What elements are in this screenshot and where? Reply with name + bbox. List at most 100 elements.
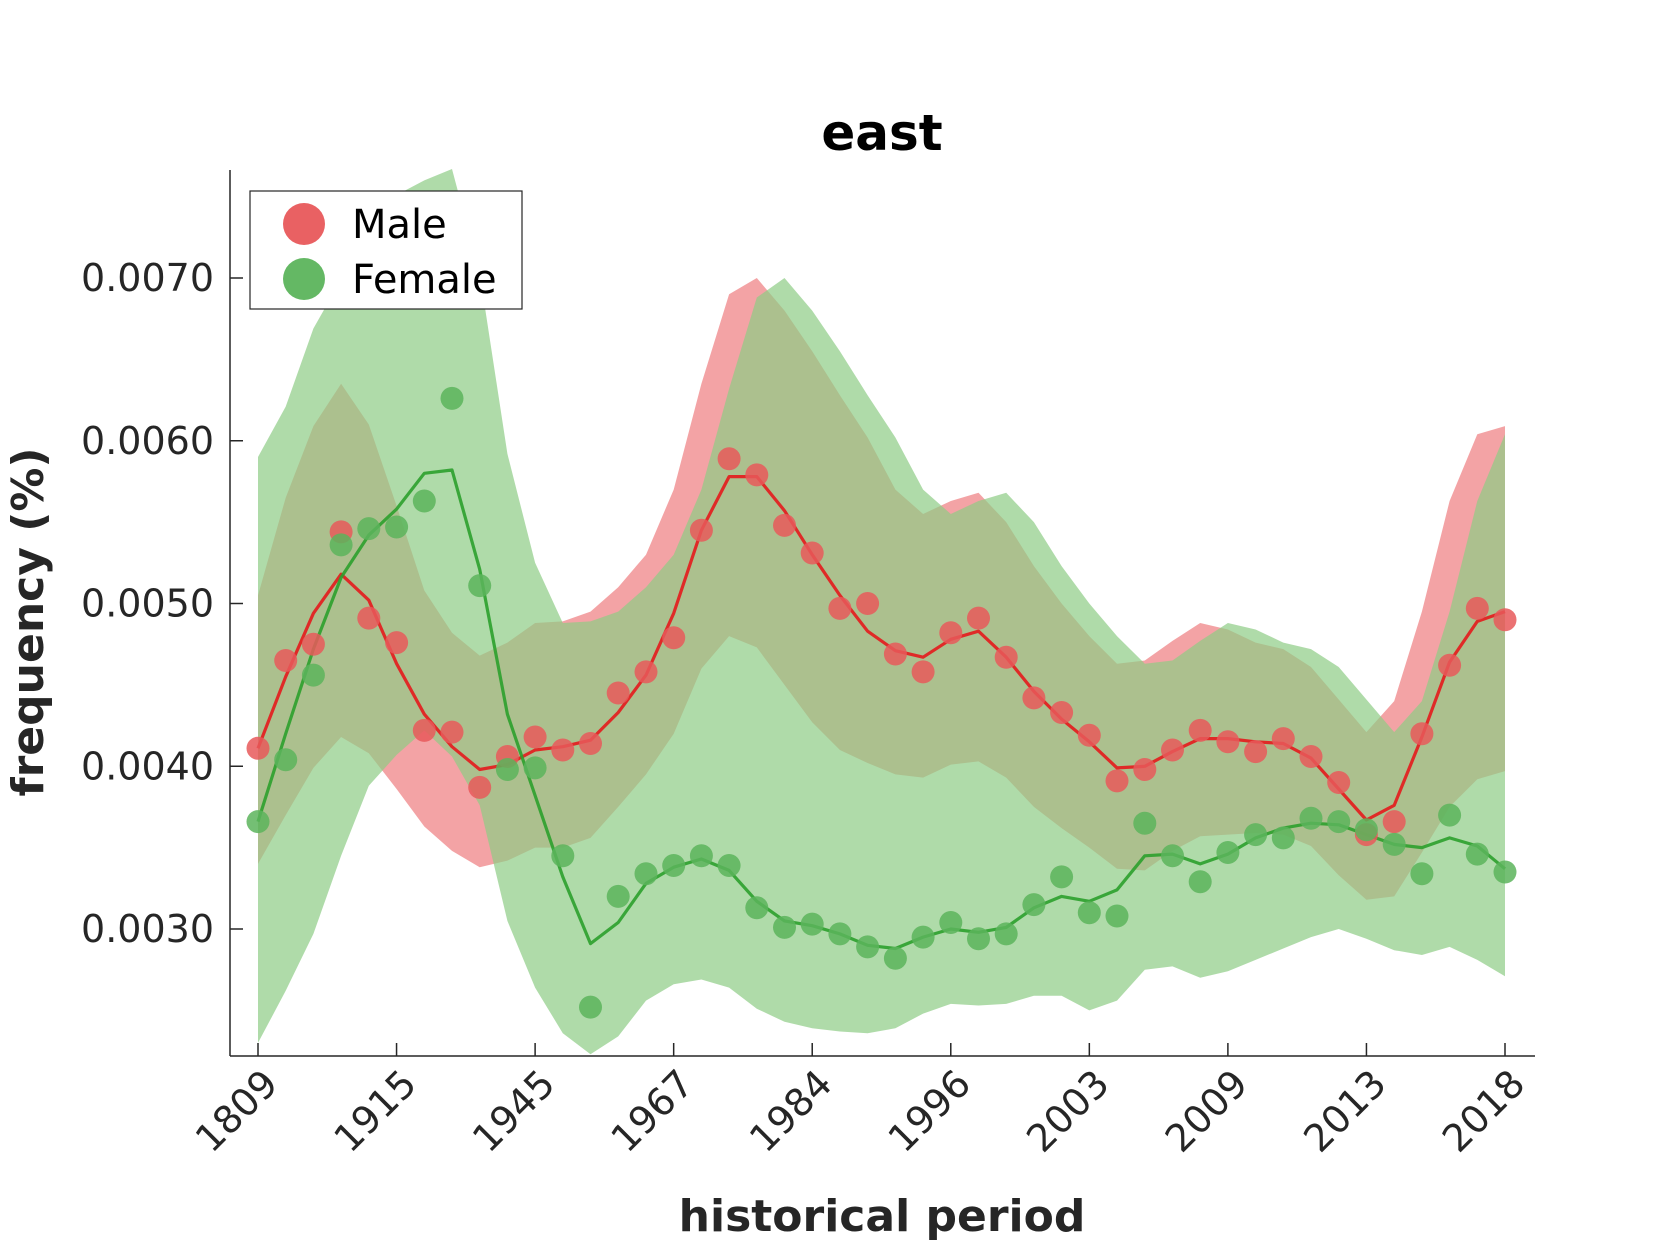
series-lines (256, 468, 1507, 951)
female-series-line (256, 468, 1507, 951)
female-data-point (495, 758, 519, 781)
female-data-point (440, 386, 464, 410)
female-data-point (1465, 842, 1489, 866)
male-data-point (1244, 740, 1268, 764)
female-data-point (967, 927, 990, 951)
legend-marker-male (283, 203, 325, 245)
female-data-point (1410, 862, 1434, 886)
y-axis-label: frequency (%) (3, 447, 54, 796)
x-tick-label: 1945 (464, 1061, 564, 1161)
female-data-point (246, 810, 270, 834)
female-data-point (773, 915, 796, 939)
female-data-point (800, 912, 824, 936)
male-data-point (939, 621, 963, 645)
male-data-point (1493, 608, 1517, 632)
female-data-point (1077, 901, 1101, 925)
female-data-point (412, 489, 436, 513)
x-tick-label: 2003 (1018, 1061, 1118, 1161)
female-data-point (745, 896, 769, 920)
male-data-point (1077, 723, 1101, 747)
male-data-point (440, 720, 464, 744)
male-data-point (773, 513, 796, 537)
female-data-point (579, 995, 602, 1019)
female-data-point (523, 756, 547, 780)
female-data-point (1022, 893, 1046, 917)
legend: Male Female (249, 190, 523, 310)
female-data-point (329, 533, 353, 557)
male-data-point (1022, 686, 1046, 710)
male-data-point (883, 642, 907, 666)
male-series-line (256, 475, 1506, 822)
male-data-point (1105, 769, 1129, 793)
y-tick-label: 0.0060 (81, 419, 214, 463)
x-tick-label: 2013 (1295, 1061, 1395, 1161)
male-data-point (357, 606, 381, 630)
female-data-point (1105, 904, 1129, 928)
legend-marker-female (283, 258, 325, 300)
female-data-point (883, 946, 907, 970)
female-data-point (385, 515, 409, 539)
male-data-point (1216, 730, 1240, 754)
female-data-point (994, 922, 1018, 946)
female-data-point (1382, 832, 1406, 856)
male-data-point (1327, 771, 1351, 794)
male-data-point (634, 660, 658, 684)
female-data-point (856, 935, 880, 959)
female-data-point (717, 854, 741, 877)
female-data-point (939, 911, 963, 934)
male-data-point (1271, 727, 1295, 751)
male-data-point (689, 518, 713, 542)
female-data-point (1271, 826, 1295, 850)
male-data-point (301, 632, 325, 656)
male-data-point (745, 463, 769, 487)
female-data-point (1216, 841, 1240, 864)
male-data-point (1133, 758, 1157, 781)
female-data-point (1188, 870, 1212, 894)
female-data-point (634, 862, 658, 886)
female-data-point (468, 574, 492, 598)
female-confidence-band (258, 169, 1505, 1055)
x-tick-label: 1915 (325, 1061, 425, 1161)
female-data-point (662, 854, 686, 877)
male-data-point (1438, 653, 1462, 677)
male-data-point (911, 660, 935, 684)
male-data-point (1382, 810, 1406, 834)
male-data-point (468, 775, 492, 799)
x-axis-label: historical period (679, 1191, 1086, 1242)
male-data-point (717, 447, 741, 471)
male-data-point (1465, 596, 1489, 620)
female-data-point (606, 884, 630, 908)
x-tick-label: 2009 (1157, 1061, 1257, 1161)
male-data-point (606, 681, 630, 705)
female-data-point (357, 517, 381, 541)
y-tick-label: 0.0040 (81, 744, 214, 788)
male-data-point (579, 732, 602, 755)
female-data-point (689, 844, 713, 868)
male-data-point (800, 541, 824, 565)
male-data-point (385, 631, 409, 655)
x-tick-label: 1984 (741, 1061, 841, 1161)
x-tick-label: 1996 (880, 1061, 980, 1161)
x-tick-label: 1967 (603, 1061, 703, 1161)
female-data-point (1133, 811, 1157, 835)
female-data-point (1161, 844, 1184, 868)
female-data-point (301, 663, 325, 687)
male-data-point (412, 718, 436, 742)
male-data-point (856, 592, 880, 615)
x-tick-label: 1809 (187, 1061, 287, 1161)
male-data-point (967, 606, 990, 630)
male-data-point (1161, 738, 1184, 762)
legend-label-male: Male (352, 202, 447, 248)
female-data-point (911, 925, 935, 949)
male-data-point (523, 725, 547, 749)
series-points (246, 386, 1517, 1019)
male-data-point (551, 738, 575, 762)
female-data-point (828, 922, 852, 946)
female-data-point (1050, 865, 1074, 889)
male-data-point (662, 626, 686, 650)
male-data-point (1050, 701, 1074, 724)
male-data-point (1410, 722, 1434, 746)
y-tick-label: 0.0070 (81, 256, 214, 300)
female-data-point (1493, 860, 1517, 884)
female-data-point (551, 844, 575, 868)
